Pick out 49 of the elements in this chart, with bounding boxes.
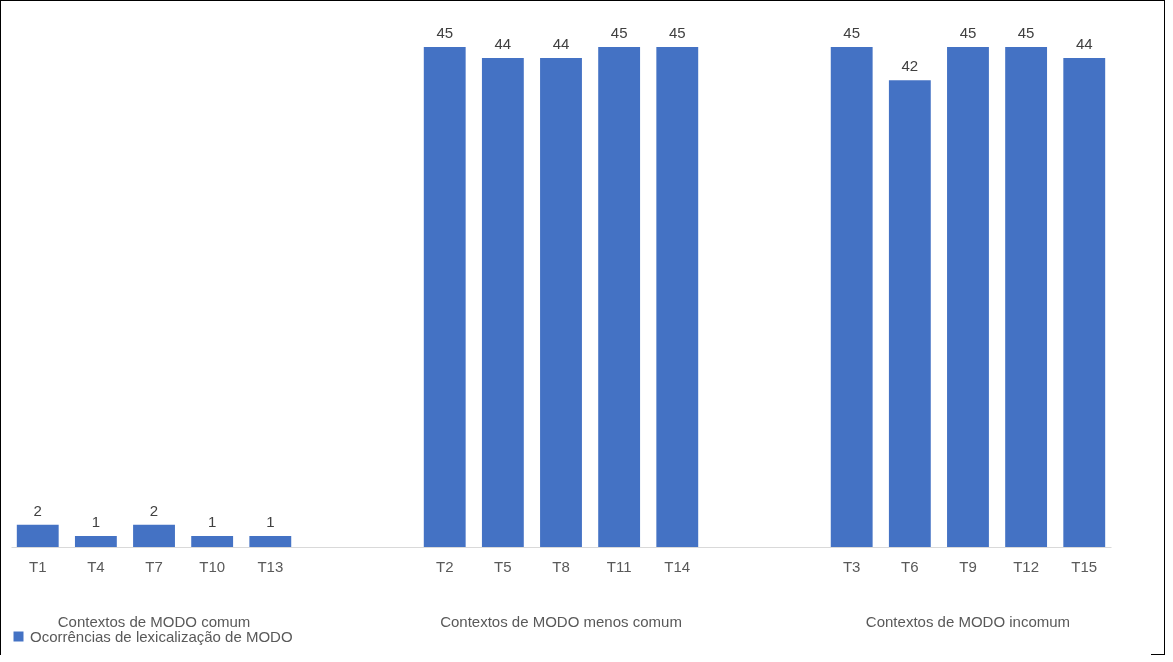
x-tick-label: T4 bbox=[87, 557, 105, 575]
x-tick-label: T5 bbox=[494, 557, 512, 575]
data-label: 42 bbox=[901, 57, 919, 75]
data-label: 45 bbox=[959, 24, 977, 41]
legend-label: Ocorrências de lexicalização de MODO bbox=[30, 627, 293, 645]
bar bbox=[598, 47, 641, 547]
x-tick-label: T6 bbox=[901, 557, 919, 575]
text: Contextos de MODO comum bbox=[57, 613, 251, 630]
data-label: 45 bbox=[843, 24, 861, 41]
x-tick-label: T1 bbox=[28, 557, 47, 575]
x-tick-label: T14 bbox=[664, 557, 691, 575]
data-label: 45 bbox=[1017, 24, 1035, 41]
bar bbox=[1063, 58, 1106, 547]
data-label: 1 bbox=[266, 512, 275, 530]
bar bbox=[191, 535, 234, 547]
bar bbox=[74, 535, 117, 547]
x-tick-label: T2 bbox=[435, 557, 454, 575]
data-label: 2 bbox=[33, 501, 42, 519]
bar bbox=[16, 524, 59, 547]
text: Contextos de MODO menos comum bbox=[440, 613, 682, 630]
x-tick-label: T7 bbox=[145, 557, 163, 575]
bar bbox=[540, 58, 582, 547]
x-tick-label: T12 bbox=[1013, 557, 1040, 575]
x-tick-label: T11 bbox=[606, 557, 632, 575]
bar bbox=[133, 524, 175, 547]
bar bbox=[423, 47, 466, 547]
bar bbox=[481, 58, 524, 547]
bar bbox=[249, 535, 292, 547]
data-label: 45 bbox=[668, 24, 686, 41]
text: Contextos de MODO incomum bbox=[865, 613, 1071, 630]
x-tick-label: T15 bbox=[1071, 557, 1098, 575]
bar bbox=[947, 47, 989, 547]
bar bbox=[1005, 47, 1048, 547]
data-label: 44 bbox=[494, 35, 512, 53]
data-label: 1 bbox=[207, 512, 217, 530]
x-tick-label: T13 bbox=[257, 557, 284, 575]
bar bbox=[830, 47, 873, 547]
x-tick-label: T10 bbox=[199, 557, 226, 575]
data-label: 45 bbox=[436, 24, 454, 41]
x-tick-label: T8 bbox=[552, 557, 570, 575]
data-label: 1 bbox=[91, 512, 101, 530]
bar bbox=[888, 80, 931, 547]
bar bbox=[656, 47, 699, 547]
x-tick-label: T3 bbox=[842, 557, 861, 575]
data-label: 44 bbox=[1075, 35, 1093, 53]
data-label: 44 bbox=[552, 35, 570, 53]
data-label: 2 bbox=[149, 501, 159, 519]
data-label: 45 bbox=[610, 24, 628, 41]
x-tick-label: T9 bbox=[959, 557, 977, 575]
